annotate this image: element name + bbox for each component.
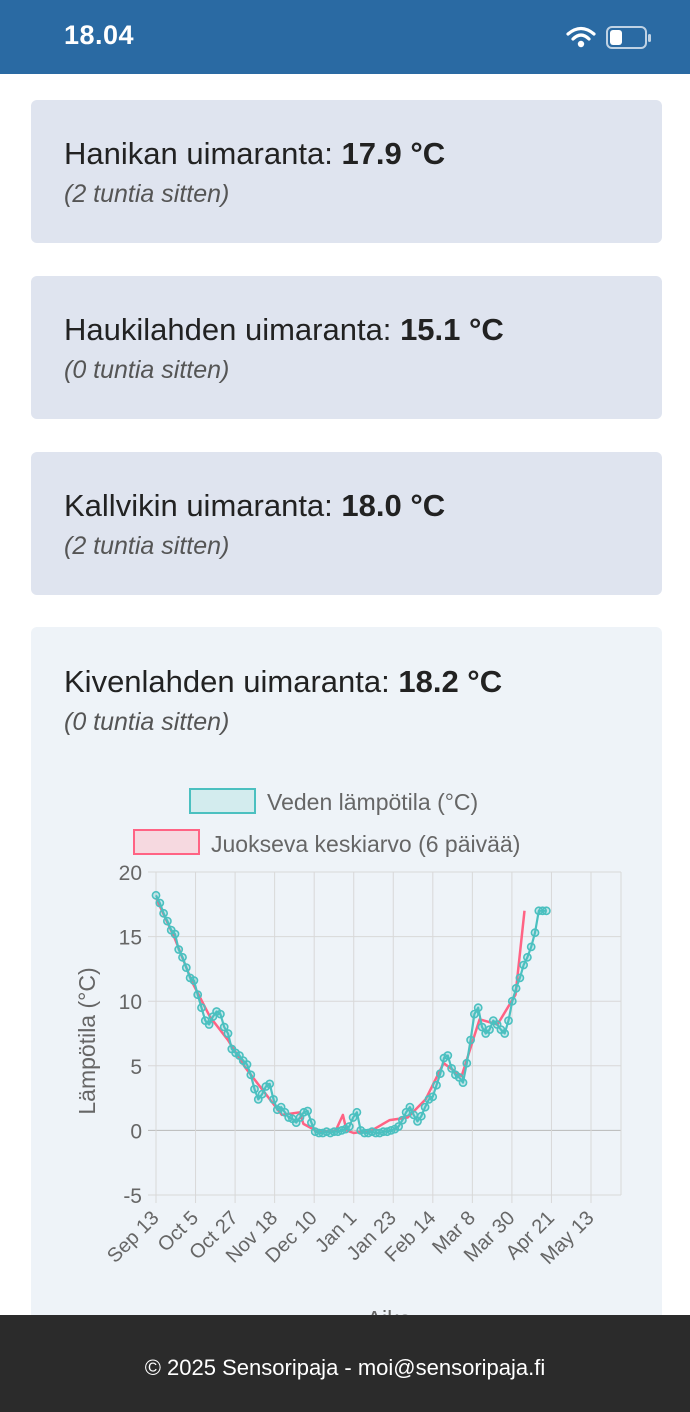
beach-updated: (2 tuntia sitten)	[64, 180, 230, 208]
data-point-water	[416, 1111, 426, 1121]
beach-card-haukilahden[interactable]: Haukilahden uimaranta: 15.1 °C (0 tuntia…	[31, 276, 662, 419]
data-point-water	[204, 1020, 214, 1029]
data-point-water	[193, 990, 203, 1000]
y-tick-label: 5	[130, 1056, 142, 1079]
beach-name: Hanikan uimaranta:	[64, 136, 333, 171]
data-point-water	[511, 983, 521, 993]
data-point-water	[306, 1118, 316, 1127]
data-point-water	[219, 1022, 229, 1032]
beach-temperature: 18.2 °C	[398, 664, 503, 699]
y-tick-label: 15	[119, 927, 142, 950]
data-point-water	[265, 1079, 275, 1089]
data-point-water	[405, 1102, 415, 1112]
data-point-water	[469, 1009, 479, 1019]
data-point-water	[477, 1022, 487, 1032]
wifi-icon	[566, 26, 596, 53]
data-point-water	[178, 952, 187, 962]
y-tick-label: -5	[123, 1185, 142, 1208]
beach-temperature: 18.0 °C	[341, 488, 446, 523]
beach-name: Kivenlahden uimaranta:	[64, 664, 390, 699]
legend-swatch-average	[133, 829, 200, 855]
beach-updated: (0 tuntia sitten)	[64, 356, 230, 384]
series-line-average	[154, 897, 526, 1135]
data-point-water	[515, 973, 525, 983]
data-point-water	[223, 1029, 233, 1038]
data-point-water	[303, 1106, 312, 1116]
beach-title: Haukilahden uimaranta: 15.1 °C	[64, 312, 504, 348]
data-point-water	[485, 1025, 494, 1034]
beach-card-kivenlahden[interactable]: Kivenlahden uimaranta: 18.2 °C (0 tuntia…	[31, 627, 662, 1347]
y-tick-label: 10	[119, 991, 142, 1014]
beach-name: Kallvikin uimaranta:	[64, 488, 333, 523]
data-point-water	[257, 1089, 267, 1099]
beach-title: Hanikan uimaranta: 17.9 °C	[64, 136, 445, 172]
data-point-water	[462, 1058, 472, 1068]
data-point-water	[458, 1078, 468, 1087]
y-tick-label: 20	[119, 862, 142, 885]
data-point-water	[443, 1051, 453, 1060]
beach-name: Haukilahden uimaranta:	[64, 312, 392, 347]
battery-icon	[606, 26, 652, 55]
data-point-water	[155, 898, 165, 908]
status-time: 18.04	[64, 20, 135, 50]
data-point-water	[162, 916, 172, 926]
data-point-water	[151, 890, 161, 900]
legend-label-water: Veden lämpötila (°C)	[267, 789, 478, 815]
data-point-water	[432, 1080, 441, 1090]
data-point-water	[542, 906, 551, 916]
data-point-water	[507, 996, 517, 1006]
data-point-water	[522, 952, 532, 962]
footer-text: © 2025 Sensoripaja - moi@sensoripaja.fi	[144, 1355, 546, 1380]
data-point-water	[428, 1092, 438, 1102]
chart-grid	[148, 871, 622, 1203]
beach-card-kallvikin[interactable]: Kallvikin uimaranta: 18.0 °C (2 tuntia s…	[31, 452, 662, 595]
x-tick-label: Sep 13	[103, 1207, 163, 1267]
data-point-water	[519, 960, 528, 970]
y-axis: -5 0 5 10 15 20	[119, 862, 142, 1208]
data-point-water	[526, 942, 536, 952]
beach-temperature: 15.1 °C	[400, 312, 504, 347]
data-point-water	[181, 963, 191, 972]
y-axis-title: Lämpötila (°C)	[74, 967, 100, 1114]
footer: © 2025 Sensoripaja - moi@sensoripaja.fi	[0, 1315, 690, 1412]
beach-updated: (0 tuntia sitten)	[64, 708, 230, 736]
data-point-water	[189, 976, 199, 985]
data-point-water	[447, 1063, 456, 1073]
status-bar: 18.04	[0, 0, 690, 74]
data-point-water	[466, 1035, 475, 1045]
beach-title: Kallvikin uimaranta: 18.0 °C	[64, 488, 445, 524]
data-point-water	[250, 1084, 259, 1094]
data-point-water	[435, 1069, 445, 1078]
data-point-water	[159, 908, 168, 918]
data-point-water	[397, 1115, 407, 1125]
chart-legend[interactable]: Veden lämpötila (°C) Juokseva keskiarvo …	[133, 788, 520, 857]
data-point-water	[504, 1016, 513, 1025]
chart-series	[151, 890, 551, 1138]
beach-card-hanikan[interactable]: Hanikan uimaranta: 17.9 °C (2 tuntia sit…	[31, 100, 662, 243]
data-point-water	[420, 1102, 430, 1112]
data-point-water	[242, 1060, 252, 1069]
beach-title: Kivenlahden uimaranta: 18.2 °C	[64, 664, 502, 700]
data-point-water	[344, 1122, 354, 1131]
beach-updated: (2 tuntia sitten)	[64, 532, 230, 560]
data-point-water	[170, 929, 180, 939]
data-point-water	[174, 945, 184, 954]
data-point-water	[197, 1003, 206, 1013]
legend-label-average: Juokseva keskiarvo (6 päivää)	[211, 831, 520, 857]
data-point-water	[246, 1070, 256, 1080]
data-point-water	[530, 928, 540, 938]
beach-temperature: 17.9 °C	[341, 136, 446, 171]
data-point-water	[500, 1029, 510, 1038]
temperature-chart: Veden lämpötila (°C) Juokseva keskiarvo …	[74, 788, 622, 1332]
data-point-water	[394, 1122, 403, 1131]
legend-swatch-water	[189, 788, 256, 814]
data-point-water	[473, 1003, 483, 1013]
y-tick-label: 0	[130, 1120, 142, 1143]
data-point-water	[215, 1009, 225, 1019]
data-point-water	[269, 1094, 278, 1104]
data-point-water	[352, 1107, 362, 1117]
